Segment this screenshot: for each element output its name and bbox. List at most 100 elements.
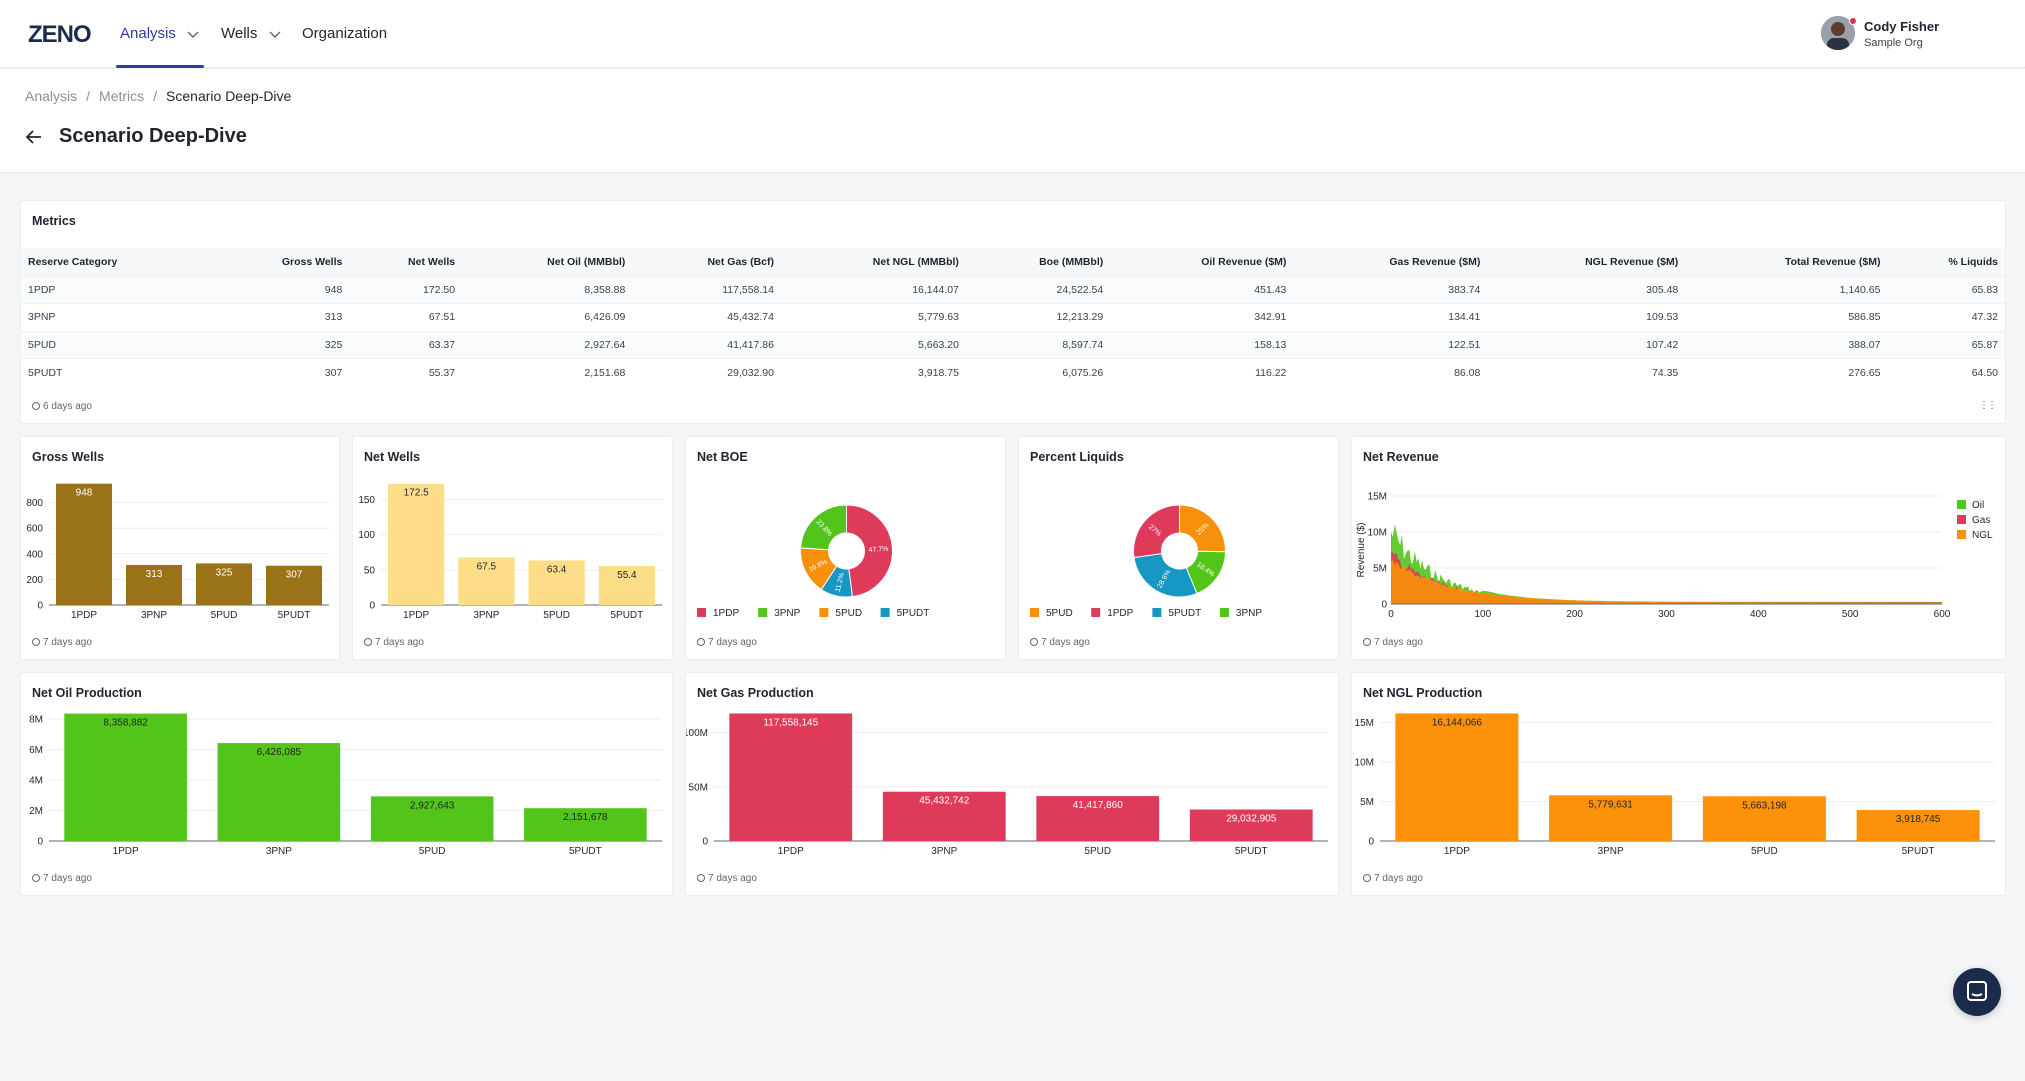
slice-label: 47.7% xyxy=(868,546,888,554)
column-header[interactable]: Boe (MMBbl) xyxy=(965,248,1111,276)
nav-wells-label: Wells xyxy=(221,25,258,42)
y-tick-label: 6M xyxy=(29,745,43,756)
column-header[interactable]: Total Revenue ($M) xyxy=(1685,248,1888,276)
table-cell: 134.41 xyxy=(1293,303,1488,331)
legend-swatch xyxy=(1957,500,1966,509)
top-nav: ZENO Analysis Wells Organization Cody Fi… xyxy=(0,0,2025,68)
user-menu[interactable]: Cody Fisher Sample Org xyxy=(1821,16,1981,52)
chat-icon xyxy=(1967,981,1987,1001)
table-cell: 2,151.68 xyxy=(462,358,633,386)
metrics-title: Metrics xyxy=(32,214,76,228)
column-header[interactable]: NGL Revenue ($M) xyxy=(1487,248,1686,276)
y-tick-label: 0 xyxy=(37,601,43,612)
area-series xyxy=(1391,559,1942,604)
column-header[interactable]: Net Wells xyxy=(349,248,463,276)
data-label: 41,417,860 xyxy=(1073,800,1123,811)
clock-icon xyxy=(364,638,372,646)
y-tick-label: 0 xyxy=(702,837,708,848)
data-label: 6,426,085 xyxy=(257,747,302,758)
y-tick-label: 100M xyxy=(686,728,708,739)
user-name: Cody Fisher xyxy=(1864,19,1940,34)
drag-handle-icon[interactable]: ⋮⋮ xyxy=(1979,400,1997,411)
column-header[interactable]: Net Gas (Bcf) xyxy=(632,248,781,276)
bar xyxy=(370,796,494,841)
zeno-logo[interactable]: ZENO xyxy=(28,20,98,48)
bar xyxy=(388,483,445,605)
last-updated: 7 days ago xyxy=(1363,873,1423,884)
nav-organization[interactable]: Organization xyxy=(302,0,387,68)
column-header[interactable]: Reserve Category xyxy=(21,248,212,276)
legend-label: 5PUD xyxy=(835,608,862,619)
chart-title: Net BOE xyxy=(697,450,748,464)
legend-label: Oil xyxy=(1972,500,1984,511)
y-tick-label: 4M xyxy=(29,776,43,787)
data-label: 63.4 xyxy=(547,564,567,575)
table-row[interactable]: 5PUD 325 63.37 2,927.64 41,417.86 5,663.20 8,5… xyxy=(21,330,2005,359)
table-cell: 388.07 xyxy=(1685,330,1888,359)
gross-wells-card: Gross Wells 0 200 400 600 800 948 1PDP 313 3PNP 3… xyxy=(20,436,340,660)
x-tick-label: 100 xyxy=(1474,609,1491,620)
table-row[interactable]: 1PDP 948 172.50 8,358.88 117,558.14 16,144.07… xyxy=(21,275,2005,304)
table-cell: 65.83 xyxy=(1887,275,2005,304)
table-row[interactable]: 5PUDT 307 55.37 2,151.68 29,032.90 3,918.75 6,… xyxy=(21,358,2005,386)
column-header[interactable]: Net Oil (MMBbl) xyxy=(462,248,633,276)
bar xyxy=(266,565,322,605)
table-row[interactable]: 3PNP 313 67.51 6,426.09 45,432.74 5,779.63 12,… xyxy=(21,303,2005,331)
y-tick-label: 2M xyxy=(29,806,43,817)
x-tick-label: 3PNP xyxy=(931,846,957,857)
nav-wells[interactable]: Wells xyxy=(221,0,282,68)
pie-slice xyxy=(800,504,847,551)
data-label: 948 xyxy=(76,488,93,499)
nav-analysis[interactable]: Analysis xyxy=(115,0,205,68)
clock-icon xyxy=(1363,638,1371,646)
data-label: 5,663,198 xyxy=(1742,800,1787,811)
table-cell: 2,927.64 xyxy=(462,330,633,359)
table-cell: 5,779.63 xyxy=(780,303,966,331)
table-cell: 276.65 xyxy=(1685,358,1888,386)
net-wells-chart: 0 50 100 150 172.5 1PDP 67.5 3PNP 63.4 5PUD 55.4 5P… xyxy=(358,483,662,621)
bar xyxy=(1036,796,1160,841)
bar xyxy=(1189,809,1313,841)
legend-swatch xyxy=(1957,515,1966,524)
table-cell: 325 xyxy=(211,330,350,359)
x-tick-label: 200 xyxy=(1566,609,1583,620)
table-cell: 12,213.29 xyxy=(965,303,1111,331)
table-cell: 342.91 xyxy=(1110,303,1294,331)
table-cell: 107.42 xyxy=(1487,330,1686,359)
y-tick-label: 5M xyxy=(1373,564,1387,575)
column-header[interactable]: % Liquids xyxy=(1887,248,2005,276)
data-label: 117,558,145 xyxy=(763,717,818,728)
data-label: 45,432,742 xyxy=(919,796,969,807)
legend-label: 1PDP xyxy=(1107,608,1133,619)
table-cell: 86.08 xyxy=(1293,358,1488,386)
legend-label: 3PNP xyxy=(1236,608,1262,619)
x-tick-label: 300 xyxy=(1658,609,1675,620)
back-arrow-icon[interactable] xyxy=(24,127,44,147)
column-header[interactable]: Gas Revenue ($M) xyxy=(1293,248,1488,276)
bar xyxy=(64,713,187,841)
y-tick-label: 50M xyxy=(689,782,708,793)
chart-title: Net NGL Production xyxy=(1363,686,1483,700)
table-cell: 451.43 xyxy=(1110,275,1294,304)
last-updated: 7 days ago xyxy=(32,637,92,648)
column-header[interactable]: Net NGL (MMBbl) xyxy=(780,248,966,276)
legend-swatch xyxy=(1152,608,1162,617)
breadcrumb-metrics[interactable]: Metrics xyxy=(99,88,145,104)
legend-label: 1PDP xyxy=(713,608,739,619)
table-cell: 8,597.74 xyxy=(965,330,1111,359)
table-cell: 63.37 xyxy=(349,330,463,359)
table-cell: 8,358.88 xyxy=(462,275,633,304)
table-cell: 1PDP xyxy=(21,275,212,304)
clock-icon xyxy=(697,638,705,646)
metrics-card: Metrics Reserve Category Gross Wells Net W… xyxy=(20,200,2006,424)
page-header: Analysis / Metrics / Scenario Deep-Dive Scen… xyxy=(0,69,2025,173)
column-header[interactable]: Gross Wells xyxy=(211,248,350,276)
table-cell: 67.51 xyxy=(349,303,463,331)
net-boe-chart: 47.7%11.2%16.8%23.8%1PDP 3PNP 5PUD 5PUDT xyxy=(697,504,929,619)
y-tick-label: 400 xyxy=(26,549,43,560)
y-tick-label: 15M xyxy=(1355,718,1374,729)
breadcrumb-analysis[interactable]: Analysis xyxy=(25,88,78,104)
chat-launcher-button[interactable] xyxy=(1953,968,2001,1016)
column-header[interactable]: Oil Revenue ($M) xyxy=(1110,248,1294,276)
y-tick-label: 0 xyxy=(1381,600,1387,611)
